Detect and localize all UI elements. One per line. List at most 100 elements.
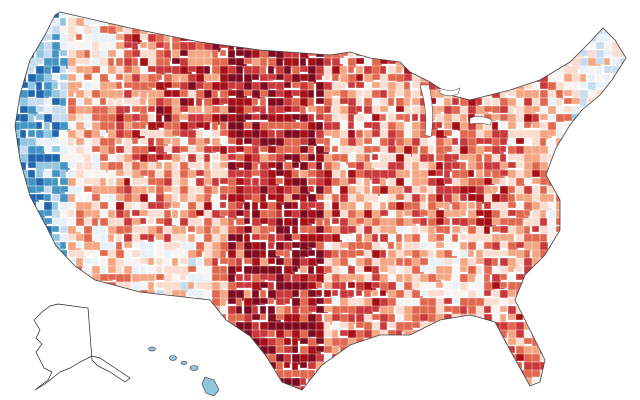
county <box>211 33 225 43</box>
county <box>563 217 572 226</box>
county <box>307 33 317 44</box>
county <box>507 65 516 78</box>
county <box>531 233 541 243</box>
county <box>531 17 544 30</box>
county <box>307 129 316 139</box>
county <box>571 145 579 154</box>
county <box>227 137 238 145</box>
county <box>83 361 93 373</box>
county <box>107 337 120 349</box>
county <box>155 17 166 28</box>
county <box>331 329 339 339</box>
county <box>251 17 264 30</box>
county <box>523 209 531 217</box>
county <box>547 89 556 99</box>
county <box>299 49 310 60</box>
county <box>323 265 333 274</box>
county <box>219 17 227 29</box>
county <box>563 329 576 342</box>
county <box>155 321 165 332</box>
county <box>267 257 276 265</box>
county <box>619 361 626 369</box>
county <box>59 281 67 289</box>
county <box>291 12 299 21</box>
county <box>107 265 118 274</box>
county <box>195 329 207 340</box>
county <box>67 161 76 169</box>
county <box>483 17 494 26</box>
county <box>35 273 47 286</box>
county <box>259 201 269 210</box>
county <box>371 121 382 132</box>
county <box>219 313 227 323</box>
county <box>347 385 355 390</box>
county <box>91 249 99 259</box>
county <box>323 345 334 354</box>
county <box>355 121 363 131</box>
county <box>563 289 576 298</box>
county <box>347 257 355 266</box>
county <box>147 337 158 347</box>
county <box>35 297 45 306</box>
county <box>563 153 577 165</box>
county <box>83 201 93 212</box>
county <box>595 105 610 118</box>
county <box>427 65 441 77</box>
county <box>283 297 291 305</box>
county <box>523 281 532 290</box>
county <box>35 225 47 236</box>
county <box>419 385 427 390</box>
county <box>235 305 243 315</box>
county <box>291 265 299 273</box>
county <box>147 113 155 123</box>
county <box>491 337 505 350</box>
county <box>539 305 550 313</box>
county <box>579 137 592 145</box>
county <box>243 377 256 386</box>
county <box>411 337 424 349</box>
county <box>35 12 49 18</box>
county <box>115 361 127 371</box>
county <box>523 33 532 46</box>
county <box>555 12 570 20</box>
county <box>347 81 356 89</box>
county <box>515 329 526 339</box>
county <box>419 329 432 339</box>
county <box>491 201 501 210</box>
county <box>403 17 412 28</box>
county <box>195 345 209 355</box>
county <box>195 81 205 90</box>
county <box>395 345 410 355</box>
county <box>179 289 187 302</box>
county <box>491 345 499 358</box>
county <box>107 377 122 390</box>
county <box>227 369 239 378</box>
county <box>411 281 421 290</box>
county <box>323 73 331 81</box>
county <box>243 345 253 358</box>
county <box>235 273 244 282</box>
county <box>291 225 299 235</box>
county <box>419 377 432 385</box>
county <box>611 329 620 339</box>
county <box>387 313 396 324</box>
county <box>307 201 317 209</box>
county <box>611 337 620 347</box>
county <box>555 25 567 35</box>
county <box>619 105 626 117</box>
county <box>379 337 393 345</box>
county <box>531 225 540 233</box>
county <box>35 169 44 179</box>
county <box>587 161 595 169</box>
county <box>611 313 623 326</box>
county <box>499 177 507 187</box>
county <box>123 345 136 356</box>
county <box>15 177 25 190</box>
county <box>451 73 465 85</box>
county <box>539 337 550 347</box>
county <box>371 369 385 379</box>
county <box>611 201 626 210</box>
county <box>379 329 390 342</box>
county <box>555 281 567 291</box>
county <box>379 137 389 148</box>
